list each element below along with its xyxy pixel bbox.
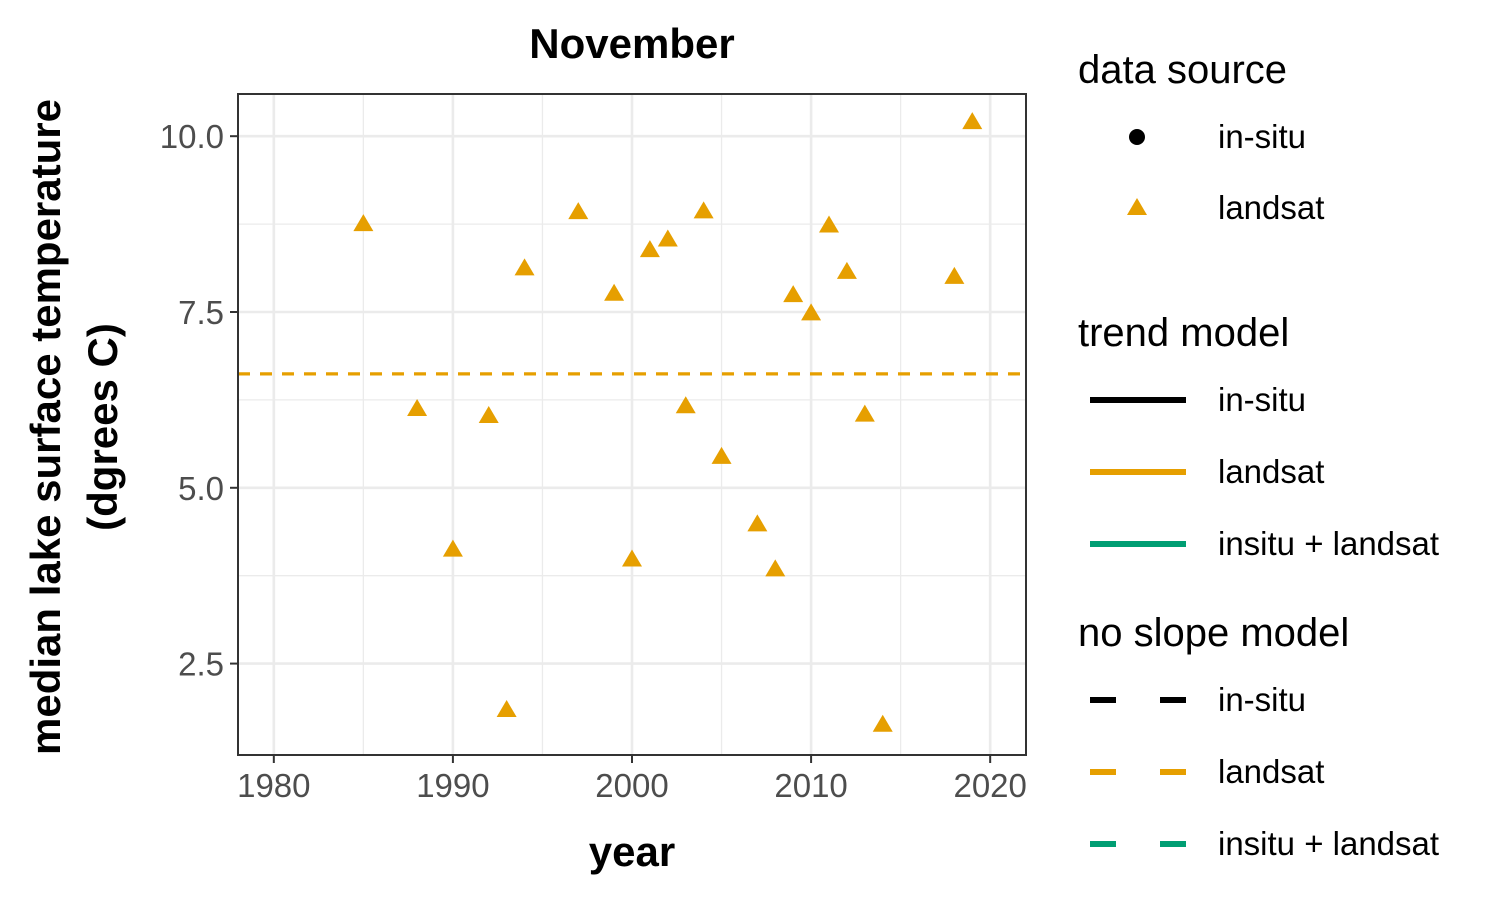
- y-tick-label: 7.5: [178, 294, 224, 331]
- legend-label: landsat: [1218, 453, 1324, 490]
- data-point: [836, 261, 857, 279]
- x-axis-label: year: [589, 828, 675, 875]
- data-point: [872, 714, 893, 732]
- legend-label: in-situ: [1218, 681, 1306, 718]
- data-point: [765, 559, 786, 577]
- legend-title: data source: [1078, 48, 1287, 92]
- data-point: [747, 514, 768, 532]
- data-point: [442, 539, 463, 557]
- legend-label: insitu + landsat: [1218, 825, 1439, 862]
- data-point: [801, 303, 822, 321]
- grid: [238, 94, 1026, 755]
- y-tick-label: 10.0: [160, 118, 224, 155]
- legend-key-circle: [1129, 129, 1145, 145]
- data-point: [693, 201, 714, 219]
- legend-label: landsat: [1218, 189, 1324, 226]
- data-point: [568, 202, 589, 220]
- x-tick-label: 2000: [595, 767, 668, 804]
- data-point: [353, 214, 374, 232]
- data-point: [657, 229, 678, 247]
- data-point: [496, 699, 517, 717]
- data-point: [675, 396, 696, 414]
- data-point: [639, 240, 660, 258]
- legend-label: landsat: [1218, 753, 1324, 790]
- data-point: [407, 399, 428, 417]
- data-points: [353, 112, 983, 732]
- data-point: [604, 283, 625, 301]
- y-axis-label-line-1: median lake surface temperature: [22, 99, 69, 755]
- y-tick-label: 5.0: [178, 470, 224, 507]
- y-tick-label: 2.5: [178, 646, 224, 683]
- legend: data source in-situ landsat trend model in-s…: [1078, 48, 1439, 862]
- data-point: [478, 406, 499, 424]
- chart-title: November: [529, 20, 734, 67]
- data-point: [962, 112, 983, 130]
- legend-title: no slope model: [1078, 611, 1349, 655]
- legend-label: in-situ: [1218, 118, 1306, 155]
- legend-label: insitu + landsat: [1218, 525, 1439, 562]
- x-tick-label: 1990: [416, 767, 489, 804]
- x-tick-label: 2020: [953, 767, 1026, 804]
- data-point: [514, 258, 535, 276]
- x-tick-label: 2010: [774, 767, 847, 804]
- data-point: [711, 446, 732, 464]
- data-point: [854, 404, 875, 422]
- data-point: [622, 549, 642, 567]
- y-axis-label-line-2: (dgrees C): [79, 323, 126, 531]
- legend-label: in-situ: [1218, 381, 1306, 418]
- data-point: [783, 285, 804, 303]
- data-point: [819, 215, 839, 233]
- data-point: [944, 266, 965, 284]
- axis-ticks: 1980 1990 2000 2010 2020 2.5 5.0 7.5 10.0: [160, 118, 1027, 804]
- legend-key-triangle: [1127, 198, 1147, 215]
- legend-title: trend model: [1078, 311, 1289, 355]
- x-tick-label: 1980: [237, 767, 310, 804]
